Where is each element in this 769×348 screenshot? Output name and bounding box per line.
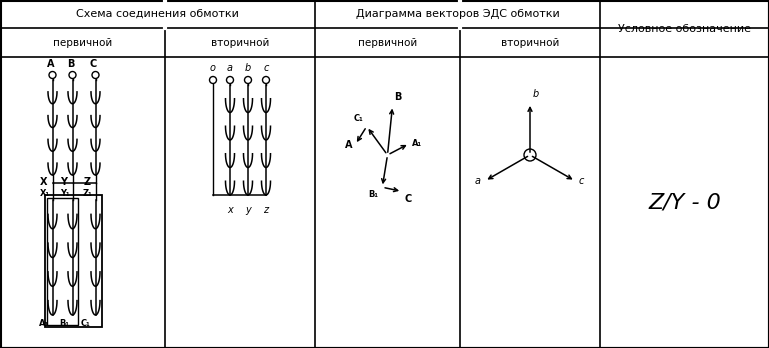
Text: c: c bbox=[578, 176, 584, 186]
Text: C₁: C₁ bbox=[81, 319, 91, 328]
Text: X₁: X₁ bbox=[39, 189, 49, 198]
Text: C: C bbox=[90, 59, 97, 69]
Text: Y: Y bbox=[61, 177, 68, 187]
Text: o: o bbox=[210, 63, 216, 73]
Text: Схема соединения обмотки: Схема соединения обмотки bbox=[76, 9, 239, 19]
Text: z: z bbox=[264, 205, 268, 215]
Text: a: a bbox=[474, 176, 481, 186]
Text: Z: Z bbox=[83, 177, 91, 187]
Bar bbox=[47, 198, 78, 325]
Text: A: A bbox=[345, 140, 352, 150]
Text: a: a bbox=[227, 63, 233, 73]
Text: первичной: первичной bbox=[358, 38, 417, 47]
Bar bbox=[45, 195, 102, 327]
Text: A₁: A₁ bbox=[412, 139, 422, 148]
Text: B: B bbox=[394, 92, 402, 102]
Text: Z₁: Z₁ bbox=[83, 189, 92, 198]
Text: b: b bbox=[245, 63, 251, 73]
Text: Условное обозначение: Условное обозначение bbox=[618, 24, 751, 33]
Text: c: c bbox=[263, 63, 268, 73]
Text: B₁: B₁ bbox=[368, 190, 378, 199]
Text: b: b bbox=[533, 89, 539, 99]
Text: C₁: C₁ bbox=[354, 114, 364, 124]
Text: C: C bbox=[404, 195, 411, 204]
Text: Диаграмма векторов ЭДС обмотки: Диаграмма векторов ЭДС обмотки bbox=[355, 9, 559, 19]
Text: x: x bbox=[227, 205, 233, 215]
Text: вторичной: вторичной bbox=[501, 38, 559, 47]
Text: вторичной: вторичной bbox=[211, 38, 269, 47]
Text: B₁: B₁ bbox=[59, 319, 69, 328]
Text: B: B bbox=[67, 59, 74, 69]
Text: A: A bbox=[47, 59, 55, 69]
Text: Y₁: Y₁ bbox=[60, 189, 69, 198]
Text: y: y bbox=[245, 205, 251, 215]
Text: A₁: A₁ bbox=[39, 319, 49, 328]
Text: Z/Y - 0: Z/Y - 0 bbox=[648, 192, 721, 213]
Text: первичной: первичной bbox=[53, 38, 112, 47]
Text: X: X bbox=[40, 177, 48, 187]
